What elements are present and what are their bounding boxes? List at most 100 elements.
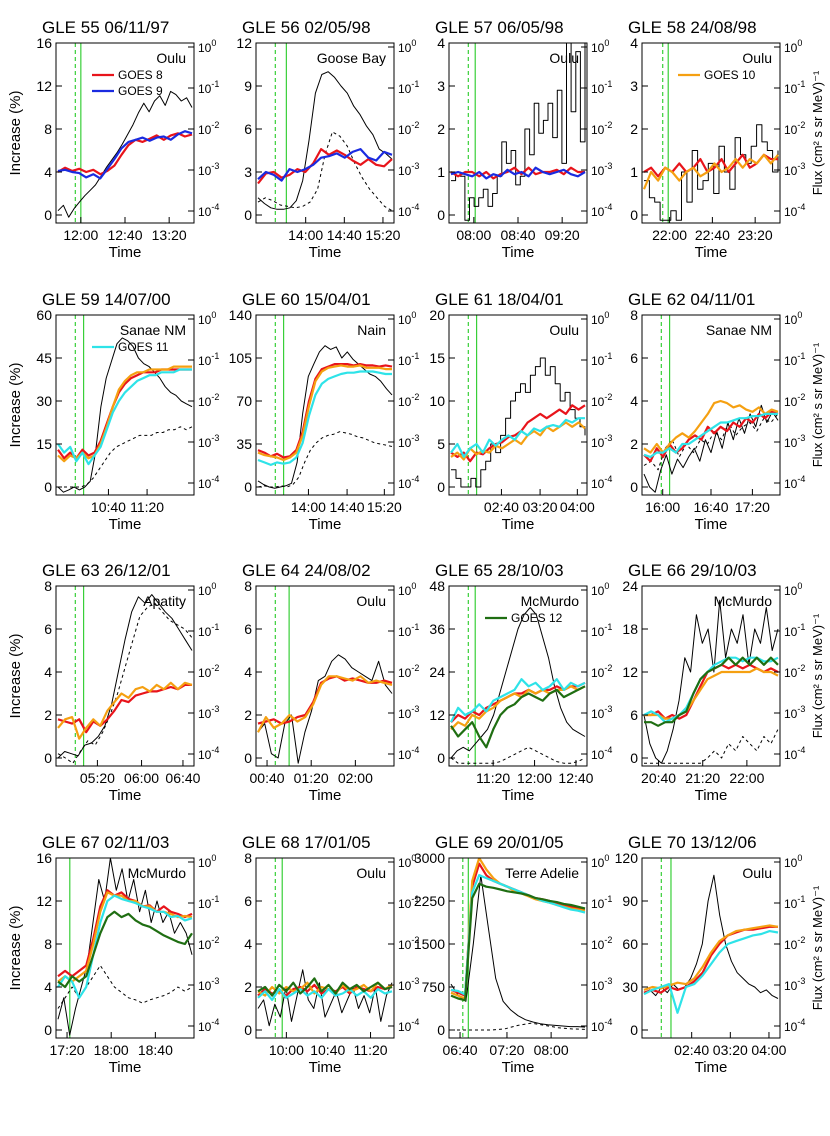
- right-tick-exponent: -1: [411, 894, 419, 904]
- panel-title: GLE 61 18/04/01: [435, 290, 564, 309]
- right-tick-exponent: -1: [797, 79, 805, 89]
- legend-entry: GOES 9: [118, 84, 163, 98]
- series-line-goes-10: [644, 667, 779, 720]
- plot-frame: [255, 42, 395, 224]
- right-tick-label: 100: [784, 853, 802, 870]
- station-label: Oulu: [742, 865, 772, 881]
- right-tick-exponent: -2: [797, 120, 805, 130]
- right-tick-label: 10-4: [398, 1017, 419, 1034]
- plot-frame: [448, 585, 588, 767]
- right-tick-exponent: -2: [411, 935, 419, 945]
- series-line-goes-10: [642, 153, 779, 190]
- series-line-goes-8: [257, 675, 393, 725]
- right-tick-exponent: 0: [797, 310, 802, 320]
- right-tick-label: 10-2: [198, 663, 219, 680]
- y-tick-label: 0: [44, 1022, 52, 1038]
- y-tick-label: 4: [44, 979, 52, 995]
- x-axis-label: Time: [695, 516, 728, 533]
- right-tick-label: 10-4: [198, 745, 219, 762]
- right-tick-exponent: -2: [211, 120, 219, 130]
- panel-title: GLE 69 20/01/05: [435, 833, 564, 852]
- series-line-mcmurdo: [57, 858, 193, 1036]
- panel-series: [257, 71, 393, 212]
- series-line-goes-10: [57, 365, 192, 463]
- series-line-oulu: [57, 90, 193, 218]
- x-axis-label: Time: [695, 1059, 728, 1076]
- series-line-goes-8: [450, 166, 585, 180]
- series-line-goes-10: [57, 891, 193, 983]
- right-tick-label: 10-3: [198, 704, 219, 721]
- right-tick-exponent: -3: [211, 433, 219, 443]
- series-line-nain: [257, 345, 393, 489]
- x-tick-label: 03:20: [713, 1042, 748, 1058]
- y-tick-label: 30: [36, 393, 52, 409]
- right-tick-label: 100: [398, 581, 416, 598]
- y-tick-label: 0: [437, 750, 445, 766]
- right-tick-exponent: -2: [411, 663, 419, 673]
- y-tick-label: 8: [630, 307, 638, 323]
- x-axis-label: Time: [502, 787, 535, 804]
- left-axis-label: Increase (%): [7, 633, 24, 718]
- right-tick-exponent: -1: [797, 894, 805, 904]
- right-tick-label: 10-2: [398, 392, 419, 409]
- series-line-goes-12: [450, 685, 586, 749]
- panel-series: [57, 337, 193, 493]
- y-tick-label: 4: [244, 936, 252, 952]
- right-tick-exponent: -4: [211, 1017, 219, 1027]
- right-tick-exponent: -4: [411, 745, 419, 755]
- series-line-goes-10: [643, 399, 779, 454]
- y-tick-label: 0: [244, 479, 252, 495]
- panel-series: [57, 90, 193, 218]
- y-tick-label: 3000: [414, 850, 445, 866]
- station-label: Apatity: [143, 593, 186, 609]
- x-tick-label: 12:40: [107, 227, 142, 243]
- station-label: Oulu: [549, 50, 579, 66]
- right-tick-exponent: 0: [211, 581, 216, 591]
- series-line-nain-2: [257, 431, 393, 488]
- series-line-goes-8: [643, 925, 778, 994]
- right-tick-exponent: -3: [411, 976, 419, 986]
- y-tick-label: 0: [437, 207, 445, 223]
- left-axis-label: Increase (%): [7, 90, 24, 175]
- station-label: Goose Bay: [317, 50, 386, 66]
- right-tick-label: 10-2: [784, 392, 805, 409]
- right-tick-label: 100: [398, 38, 416, 55]
- x-tick-label: 10:40: [91, 499, 126, 515]
- y-tick-label: 2: [244, 979, 252, 995]
- y-tick-label: 0: [244, 1022, 252, 1038]
- right-tick-exponent: -4: [797, 202, 805, 212]
- panel-series: [643, 874, 779, 1014]
- panel-6: GLE 60 15/04/01 0 35 70 105 140 100 10-1 10-2 10-…: [229, 290, 420, 533]
- right-tick-label: 10-4: [784, 1017, 805, 1034]
- right-tick-exponent: -1: [604, 79, 612, 89]
- y-tick-label: 16: [36, 850, 52, 866]
- right-tick-exponent: -1: [411, 351, 419, 361]
- y-tick-label: 24: [429, 664, 445, 680]
- right-tick-exponent: -4: [211, 474, 219, 484]
- right-tick-exponent: 0: [411, 38, 416, 48]
- right-tick-label: 10-1: [784, 351, 805, 368]
- y-tick-label: 24: [622, 578, 638, 594]
- series-line-sanae-nm: [643, 404, 779, 493]
- panel-series: [257, 345, 393, 489]
- x-tick-label: 12:00: [63, 227, 98, 243]
- y-tick-label: 105: [229, 350, 253, 366]
- right-tick-label: 10-1: [784, 79, 805, 96]
- panel-2: GLE 56 02/05/98 0 3 6 9 12 100 10-1 10-2 10-3 10-4…: [236, 18, 419, 261]
- series-line-goose-bay: [257, 71, 393, 210]
- plot-frame: [55, 585, 195, 767]
- y-tick-label: 0: [630, 750, 638, 766]
- y-tick-label: 10: [429, 393, 445, 409]
- right-tick-label: 10-1: [198, 622, 219, 639]
- plot-frame: [641, 585, 781, 767]
- x-tick-label: 10:40: [310, 1042, 345, 1058]
- right-tick-label: 10-1: [398, 622, 419, 639]
- right-tick-label: 10-2: [591, 663, 612, 680]
- panel-title: GLE 66 29/10/03: [628, 561, 757, 580]
- right-tick-exponent: 0: [211, 310, 216, 320]
- right-tick-label: 10-2: [198, 935, 219, 952]
- panel-series: [450, 43, 586, 221]
- y-tick-label: 20: [429, 307, 445, 323]
- panel-series: [57, 594, 193, 764]
